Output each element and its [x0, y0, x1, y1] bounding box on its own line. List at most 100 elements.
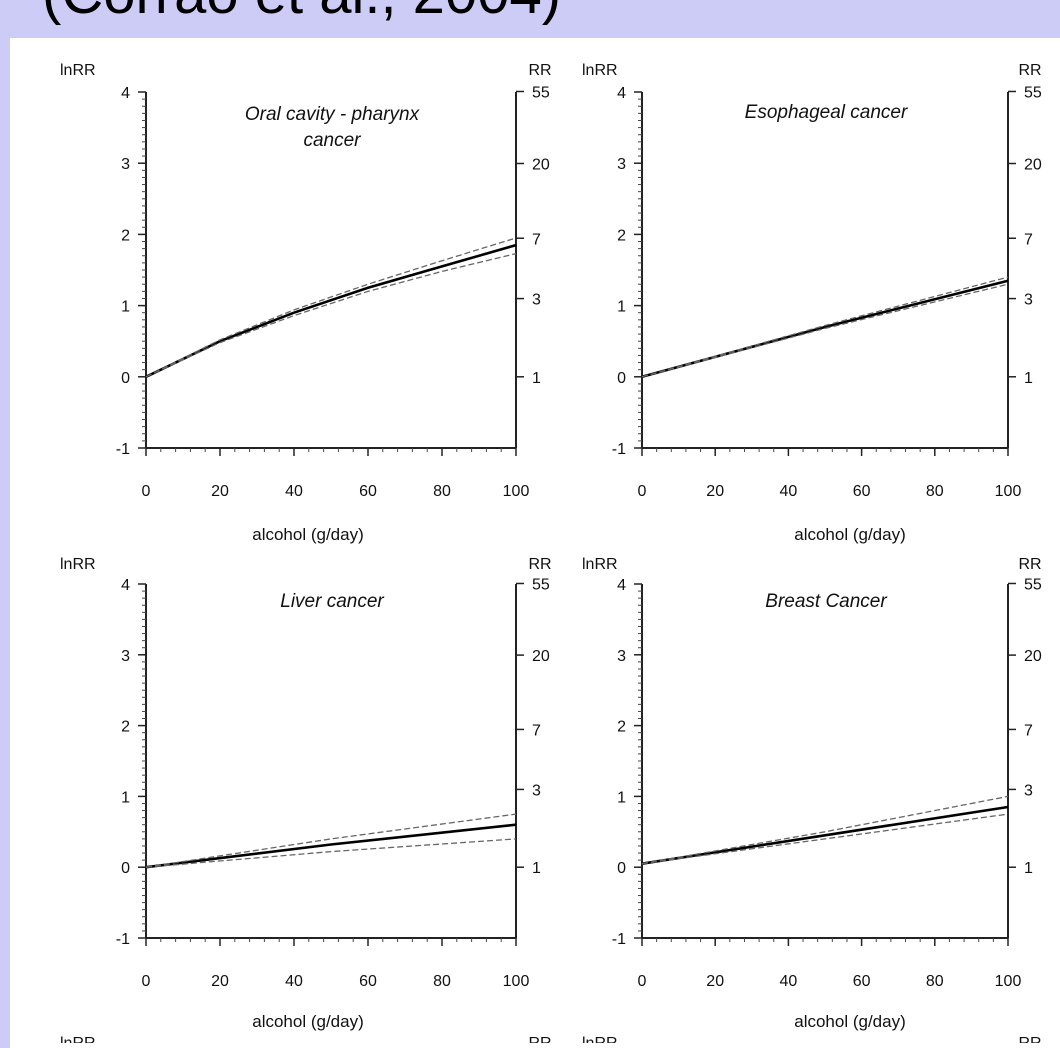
series-line-ci	[145, 813, 517, 868]
rr-tick-label: 1	[532, 370, 541, 387]
x-tick-label: 100	[995, 973, 1022, 990]
y-tick-label: 4	[617, 577, 626, 594]
rr-tick-label: 3	[532, 292, 541, 309]
chart-title-line: Liver cancer	[280, 591, 384, 612]
x-tick-label: 40	[780, 483, 798, 500]
y-tick-label: 2	[617, 719, 626, 736]
y-axis-title: lnRR	[60, 62, 96, 79]
x-tick-label: 0	[638, 483, 647, 500]
x-tick-label: 80	[433, 483, 451, 500]
rr-tick-label: 20	[1024, 157, 1042, 174]
series-line-ci	[641, 276, 1009, 378]
x-tick-label: 20	[706, 973, 724, 990]
x-tick-label: 40	[285, 483, 303, 500]
x-tick-label: 40	[780, 973, 798, 990]
y-tick-label: 3	[617, 648, 626, 665]
y-tick-label: -1	[612, 931, 626, 948]
rr-tick-label: 3	[532, 782, 541, 799]
figure-panel	[10, 38, 1060, 1048]
rr-axis-title: RR	[1018, 62, 1041, 79]
y-tick-label: 2	[617, 227, 626, 244]
rr-tick-label: 55	[532, 576, 550, 593]
y-tick-label: 2	[121, 227, 130, 244]
x-tick-label: 0	[638, 973, 647, 990]
series-line-ci	[145, 838, 517, 868]
x-tick-label: 60	[359, 483, 377, 500]
series-line-ci	[145, 237, 517, 378]
chart-title-line: Breast Cancer	[765, 591, 887, 612]
chart-title-line: Oral cavity - pharynx	[245, 104, 421, 125]
x-tick-label: 60	[853, 973, 871, 990]
x-tick-label: 20	[211, 483, 229, 500]
rr-tick-label: 3	[1024, 292, 1033, 309]
x-tick-label: 20	[211, 973, 229, 990]
rr-tick-label: 1	[1024, 370, 1033, 387]
y-tick-label: 3	[121, 156, 130, 173]
rr-axis-title: RR	[528, 1035, 551, 1043]
rr-tick-label: 20	[1024, 648, 1042, 665]
x-tick-label: 0	[142, 483, 151, 500]
series-line-ci	[641, 813, 1009, 865]
rr-tick-label: 1	[1024, 860, 1033, 877]
y-tick-label: 4	[121, 85, 130, 102]
y-tick-label: 3	[617, 156, 626, 173]
rr-tick-label: 1	[532, 860, 541, 877]
x-tick-label: 80	[926, 483, 944, 500]
x-tick-label: 40	[285, 973, 303, 990]
rr-axis-title: RR	[528, 556, 551, 573]
y-tick-label: 0	[617, 370, 626, 387]
rr-tick-label: 7	[1024, 722, 1033, 739]
chart-title: Breast Cancer	[765, 591, 887, 612]
chart-title: Oral cavity - pharynx cancer	[245, 104, 421, 151]
rr-tick-label: 20	[532, 648, 550, 665]
y-axis-title: lnRR	[60, 1035, 96, 1043]
y-tick-label: 0	[121, 370, 130, 387]
y-tick-label: 1	[617, 299, 626, 316]
x-tick-label: 20	[706, 483, 724, 500]
x-axis-title: alcohol (g/day)	[794, 1012, 906, 1031]
series-line-estimate	[641, 805, 1009, 865]
x-tick-label: 100	[995, 483, 1022, 500]
rr-axis-title: RR	[528, 62, 551, 79]
rr-axis-title: RR	[1018, 1035, 1041, 1043]
y-tick-label: 0	[121, 860, 130, 877]
y-tick-label: 0	[617, 860, 626, 877]
x-tick-label: 60	[853, 483, 871, 500]
x-axis-title: alcohol (g/day)	[794, 525, 906, 544]
y-tick-label: 4	[121, 577, 130, 594]
y-axis-title: lnRR	[582, 62, 618, 79]
x-tick-label: 80	[433, 973, 451, 990]
chart-panel-partial-6: lnRR RR	[582, 1035, 1042, 1043]
rr-tick-label: 55	[532, 84, 550, 101]
chart-title: Liver cancer	[280, 591, 384, 612]
series-line-ci	[641, 283, 1009, 378]
figure-citation: (Corrao et al., 2004)	[42, 0, 561, 27]
chart-title-line: Esophageal cancer	[745, 102, 908, 123]
series-line-estimate	[145, 823, 517, 869]
rr-tick-label: 20	[532, 157, 550, 174]
rr-tick-label: 7	[532, 722, 541, 739]
x-tick-label: 100	[503, 973, 530, 990]
rr-tick-label: 55	[1024, 576, 1042, 593]
chart-title: Esophageal cancer	[745, 102, 908, 123]
x-tick-label: 60	[359, 973, 377, 990]
y-axis-title: lnRR	[60, 556, 96, 573]
series-line-ci	[641, 795, 1009, 865]
rr-tick-label: 7	[532, 231, 541, 248]
y-tick-label: -1	[116, 931, 130, 948]
chart-panel-partial-5: lnRR RR	[60, 1035, 552, 1043]
y-tick-label: 4	[617, 85, 626, 102]
y-tick-label: 1	[121, 789, 130, 806]
x-axis-title: alcohol (g/day)	[252, 1012, 364, 1031]
rr-tick-label: 7	[1024, 231, 1033, 248]
rr-tick-label: 3	[1024, 782, 1033, 799]
rr-tick-label: 55	[1024, 84, 1042, 101]
x-tick-label: 100	[503, 483, 530, 500]
series-line-ci	[145, 252, 517, 378]
y-tick-label: -1	[116, 441, 130, 458]
